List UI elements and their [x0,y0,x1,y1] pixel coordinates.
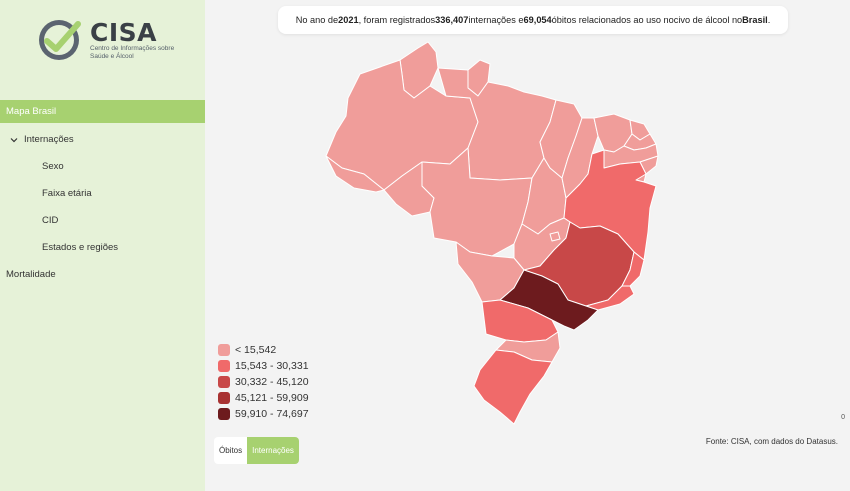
place-value: Brasil [742,15,768,25]
hospitalizations-value: 336,407 [435,15,469,25]
legend-item[interactable]: 59,910 - 74,697 [218,406,309,422]
nav-item-mapa-brasil[interactable]: Mapa Brasil [0,100,205,123]
year-value: 2021 [338,15,359,25]
cisa-logo[interactable]: CISA Centro de Informações sobre Saúde e… [36,16,196,64]
summary-headline: No ano de 2021, foram registrados 336,40… [278,6,788,34]
legend-item[interactable]: 15,543 - 30,331 [218,358,309,374]
chevron-down-icon [10,137,18,142]
legend-item[interactable]: 45,121 - 59,909 [218,390,309,406]
toggle-obitos-button[interactable]: Óbitos [214,437,248,464]
nav-item-estados-regioes[interactable]: Estados e regiões [42,242,119,253]
deaths-value: 69,054 [523,15,552,25]
checkmark-logo-icon [39,20,81,60]
nav-item-internacoes[interactable]: Internações [0,126,205,153]
brand-subtitle: Centro de Informações sobre Saúde e Álco… [90,45,175,60]
legend-swatch [218,408,230,420]
legend-swatch [218,360,230,372]
nav-item-cid[interactable]: CID [42,215,59,226]
nav-item-faixa-etaria[interactable]: Faixa etária [42,188,92,199]
brand-name: CISA [90,18,158,47]
sidebar-nav: Mapa Brasil Internações Sexo Faixa etári… [0,100,205,288]
legend-swatch [218,376,230,388]
brazil-choropleth-map [325,41,659,425]
state-AC[interactable] [325,155,385,193]
corner-value: 0 [841,414,845,421]
nav-item-mortalidade[interactable]: Mortalidade [6,269,56,280]
state-RS[interactable] [473,349,553,425]
legend-item[interactable]: 30,332 - 45,120 [218,374,309,390]
nav-item-sexo[interactable]: Sexo [42,161,64,172]
metric-toggle: Óbitos Internações [214,437,299,464]
legend-item[interactable]: < 15,542 [218,342,309,358]
legend-swatch [218,392,230,404]
source-note: Fonte: CISA, com dados do Datasus. [705,437,838,446]
legend-swatch [218,344,230,356]
sidebar: CISA Centro de Informações sobre Saúde e… [0,0,205,491]
toggle-internacoes-button[interactable]: Internações [247,437,299,464]
map-legend: < 15,542 15,543 - 30,331 30,332 - 45,120… [218,342,309,422]
state-DF[interactable] [549,231,561,242]
